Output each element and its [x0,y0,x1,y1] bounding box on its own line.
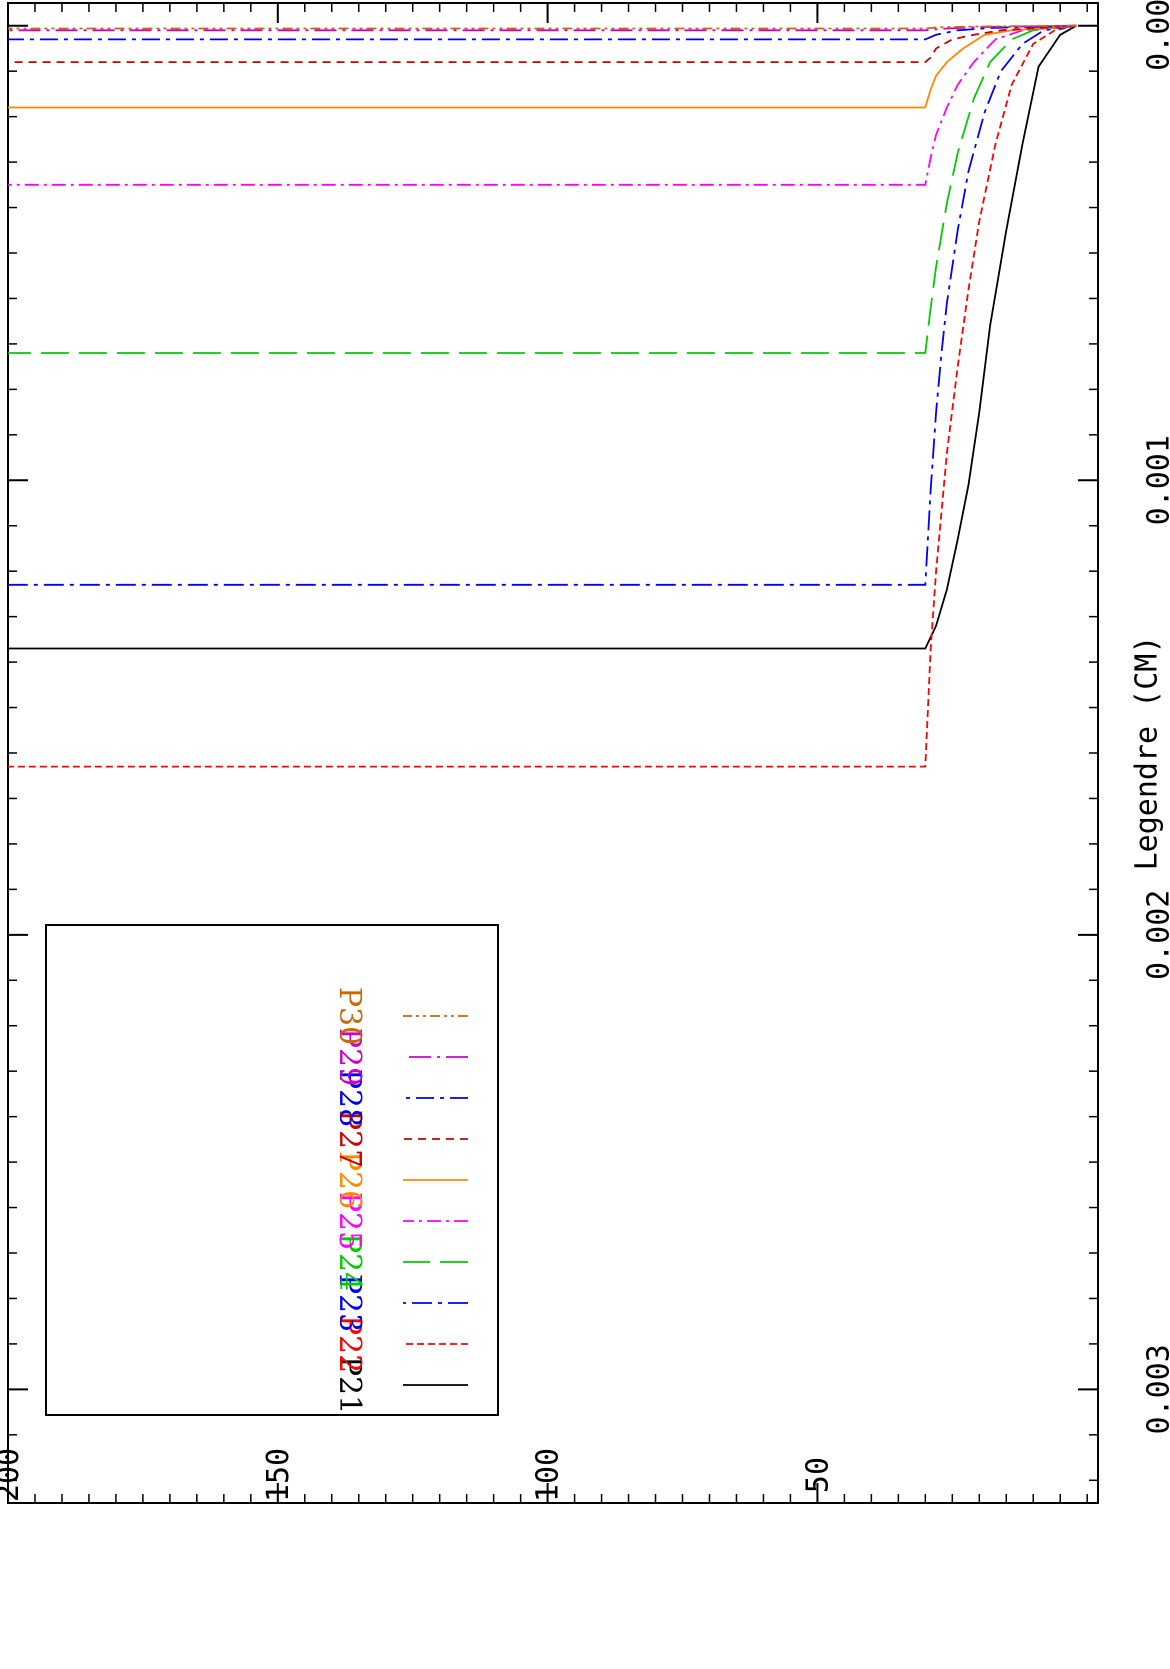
legend [45,924,499,1416]
legend-label-p30: P30 [332,987,367,1045]
series-line-p24 [8,24,1077,354]
series-line-p25 [8,24,1077,186]
y-tick-label: 0.002 [1142,890,1170,980]
legend-label-p26: P26 [332,1151,367,1209]
legend-label-p29: P29 [332,1028,367,1086]
legend-label-p25: P25 [332,1192,367,1250]
series-line-p27 [8,24,1077,63]
y-axis-label: Legendre (CM) [1130,636,1165,871]
x-tick-label: 100 [531,1448,566,1502]
series-line-p30 [8,24,1077,30]
series-line-p29 [8,24,1077,32]
x-tick-label: 200 [0,1448,26,1502]
legend-box [45,924,499,1416]
legend-label-p24: P24 [332,1233,367,1291]
series-line-p26 [8,24,1077,109]
legend-label-p27: P27 [332,1110,367,1168]
series-line-p23 [8,24,1077,586]
plot-area [7,2,1099,1504]
legend-label-p21: P21 [332,1356,367,1414]
series-line-p21 [8,24,1077,650]
legend-label-p23: P23 [332,1274,367,1332]
y-tick-label: 0.000 [1142,0,1170,71]
legend-label-p28: P28 [332,1069,367,1127]
axis-labels: 50 100 150 200 0.000 0.001 0.002 0.003 Legendre … [0,0,1170,1502]
x-tick-label: 50 [800,1457,835,1493]
x-tick-label: 150 [261,1448,296,1502]
series-line-p22 [8,24,1077,768]
y-tick-label: 0.001 [1142,435,1170,525]
legend-label-p22: P22 [332,1315,367,1373]
series-line-p28 [8,24,1077,41]
y-tick-label: 0.003 [1142,1344,1170,1434]
